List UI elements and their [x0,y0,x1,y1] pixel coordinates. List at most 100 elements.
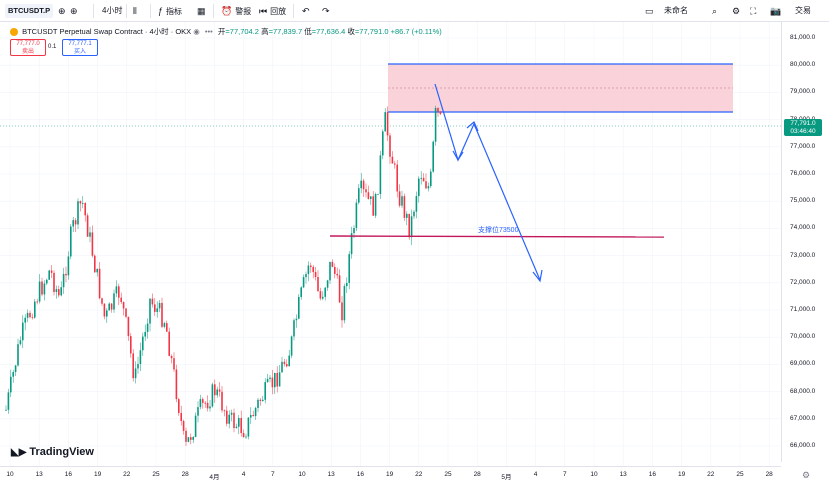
price-tick: 69,000.0 [790,360,816,368]
candle-body [209,406,211,409]
time-tick: 25 [152,471,160,478]
candle-body [216,389,218,396]
candle-body [144,331,146,337]
candle-body [257,399,259,408]
candle-body [197,407,199,416]
layout-icon[interactable]: ▭ [645,6,654,16]
candle-body [235,426,238,429]
projection-arrow-path[interactable] [434,83,541,281]
candle-body [271,377,274,388]
replay-button[interactable]: ⏮ 回放 [259,0,286,22]
quick-search-icon[interactable]: ⌕ [712,6,718,16]
candle-body [358,188,360,203]
candle-body [132,353,134,379]
candle-body [34,301,36,318]
fullscreen-icon[interactable]: ⛶ [750,6,757,16]
buy-button[interactable]: 77,777.1 买入 [62,39,98,56]
candle-body [214,384,216,396]
time-tick: 7 [562,471,567,478]
support-line[interactable] [329,235,665,238]
low-value: =77,636.4 [311,27,346,36]
layout-name-button[interactable]: 未命名 [664,6,688,15]
price-chart[interactable] [0,22,781,466]
price-tick: 67,000.0 [790,414,816,422]
candle-body [77,201,79,225]
templates-icon[interactable]: ▦ [197,6,206,16]
candle-body [365,189,367,193]
candle-body [137,363,139,369]
arrowhead-1 [452,150,464,162]
candle-body [142,336,144,351]
candle-body [413,211,415,217]
candle-body [439,111,442,114]
time-tick: 22 [415,471,423,478]
change-value: +86.7 (+0.11%) [390,27,442,36]
time-tick: 4 [533,471,538,478]
time-tick: 28 [473,471,481,478]
eye-icon[interactable]: ◉ [193,27,202,36]
candle-body [262,399,264,401]
price-axis[interactable]: 81,000.080,000.079,000.078,000.077,000.0… [781,22,829,462]
tradingview-logo: ◣▶ TradingView [11,446,94,458]
candle-body [374,193,377,216]
time-tick: 10 [590,471,598,478]
add-symbol-icon[interactable]: ⊕ [58,6,66,16]
candle-body [180,412,182,422]
time-tick: 5月 [501,474,512,481]
support-label[interactable]: 支撑位73500 [478,227,519,234]
snapshot-icon[interactable]: 📷 [770,6,782,16]
axis-settings-icon[interactable]: ⚙ [802,470,811,480]
replay-icon: ⏮ [259,6,268,16]
candle-body [182,421,185,431]
candle-body [410,216,413,238]
time-tick: 10 [6,471,14,478]
open-label: 开 [217,27,226,36]
candle-body [403,196,406,218]
time-tick: 13 [327,471,335,478]
time-tick: 25 [736,471,744,478]
candle-body [406,213,408,218]
logo-text: TradingView [29,446,94,458]
candle-body [151,298,154,305]
candle-body [370,196,372,199]
candle-body [130,336,132,354]
candle-body [53,272,55,293]
legend-more-button[interactable]: ••• [204,27,213,36]
candle-body [334,266,336,274]
candle-body [250,415,252,418]
symbol-search-button[interactable]: BTCUSDT.P [5,4,54,18]
time-tick: 19 [385,471,394,478]
candle-body [382,131,384,156]
candle-body [101,298,103,304]
sell-button[interactable]: 77,777.0 卖出 [10,39,46,56]
undo-icon[interactable]: ↶ [302,6,310,16]
candle-body [166,323,168,332]
candle-body [178,399,180,413]
time-axis[interactable]: 10 13 16 19 22 25 28 4月 4 7 10 13 16 19 22 25 28 5月 4 7 10 13… [0,466,781,484]
candle-body [228,414,230,424]
candle-body [55,289,58,293]
time-tick: 28 [765,471,773,478]
candle-body [362,180,365,190]
candle-body [360,180,362,189]
candle-type-icon[interactable]: ⫴ [133,6,137,16]
replay-label: 回放 [270,7,287,16]
interval-button[interactable]: 4小时 [102,6,123,15]
candle-body [194,415,197,437]
candle-body [283,361,286,365]
trade-button[interactable]: 交易 [795,6,811,15]
candle-body [418,178,420,197]
candle-body [96,268,98,273]
candle-body [377,193,379,195]
candle-body [84,203,86,216]
time-tick: 13 [619,471,627,478]
compare-icon[interactable]: ⊕ [70,6,78,16]
alert-button[interactable]: ⏰ 警报 [221,0,251,22]
time-tick: 4 [241,471,246,478]
indicators-button[interactable]: ƒ 指标 [158,0,182,22]
redo-icon[interactable]: ↷ [322,6,330,16]
settings-icon[interactable]: ⚙ [732,6,741,16]
time-tick: 16 [64,471,73,478]
candle-body [70,226,72,257]
candle-body [50,270,53,273]
